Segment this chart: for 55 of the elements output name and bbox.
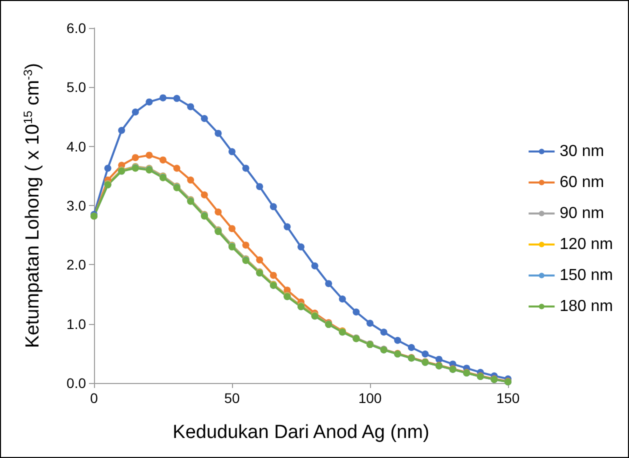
point — [228, 225, 236, 232]
point — [200, 115, 208, 122]
point — [187, 103, 194, 110]
x-tick-label: 50 — [224, 390, 240, 406]
point — [242, 164, 250, 172]
x-tick-label: 100 — [358, 390, 382, 406]
point — [200, 191, 208, 198]
legend-label: 90 nm — [560, 205, 604, 222]
point — [256, 256, 264, 264]
point — [366, 320, 374, 327]
point — [380, 328, 388, 336]
y-tick-label: 1.0 — [66, 316, 86, 332]
point — [132, 154, 139, 162]
point — [270, 272, 277, 279]
point — [325, 280, 332, 288]
point — [187, 176, 194, 184]
y-tick-label: 5.0 — [66, 79, 86, 96]
point — [214, 208, 222, 216]
x-tick-label: 150 — [496, 390, 520, 406]
point — [160, 94, 166, 102]
y-tick-label: 3.0 — [66, 198, 86, 214]
point — [132, 108, 139, 116]
point — [214, 130, 222, 137]
legend-label: 180 nm — [560, 298, 614, 315]
point — [146, 152, 153, 159]
y-tick-label: 4.0 — [66, 138, 86, 154]
point — [394, 336, 402, 344]
point — [422, 350, 429, 358]
point — [118, 126, 126, 134]
point — [270, 203, 277, 210]
y-tick-label: 0.0 — [66, 375, 86, 391]
point — [408, 344, 415, 351]
point — [338, 295, 346, 302]
point — [256, 183, 264, 190]
point — [173, 94, 180, 102]
point — [242, 242, 250, 249]
point — [352, 308, 360, 316]
point — [160, 156, 166, 164]
legend-label: 120 nm — [560, 236, 614, 253]
y-tick-label: 2.0 — [66, 256, 86, 273]
point — [104, 164, 112, 172]
point — [311, 262, 318, 270]
legend-label: 60 nm — [560, 174, 604, 191]
point — [298, 243, 304, 250]
legend-label: 30 nm — [560, 143, 604, 160]
point — [284, 223, 291, 230]
legend-label: 150 nm — [560, 267, 614, 284]
x-tick-label: 0 — [90, 390, 98, 406]
point — [146, 98, 153, 106]
y-axis-title: Ketumpatan Lohong ( x 1015 cm-3) — [21, 63, 44, 348]
point — [436, 356, 442, 363]
point — [173, 164, 180, 172]
y-tick-label: 6.0 — [66, 20, 86, 36]
x-axis-title: Kedudukan Dari Anod Ag (nm) — [172, 422, 430, 443]
point — [228, 148, 236, 156]
